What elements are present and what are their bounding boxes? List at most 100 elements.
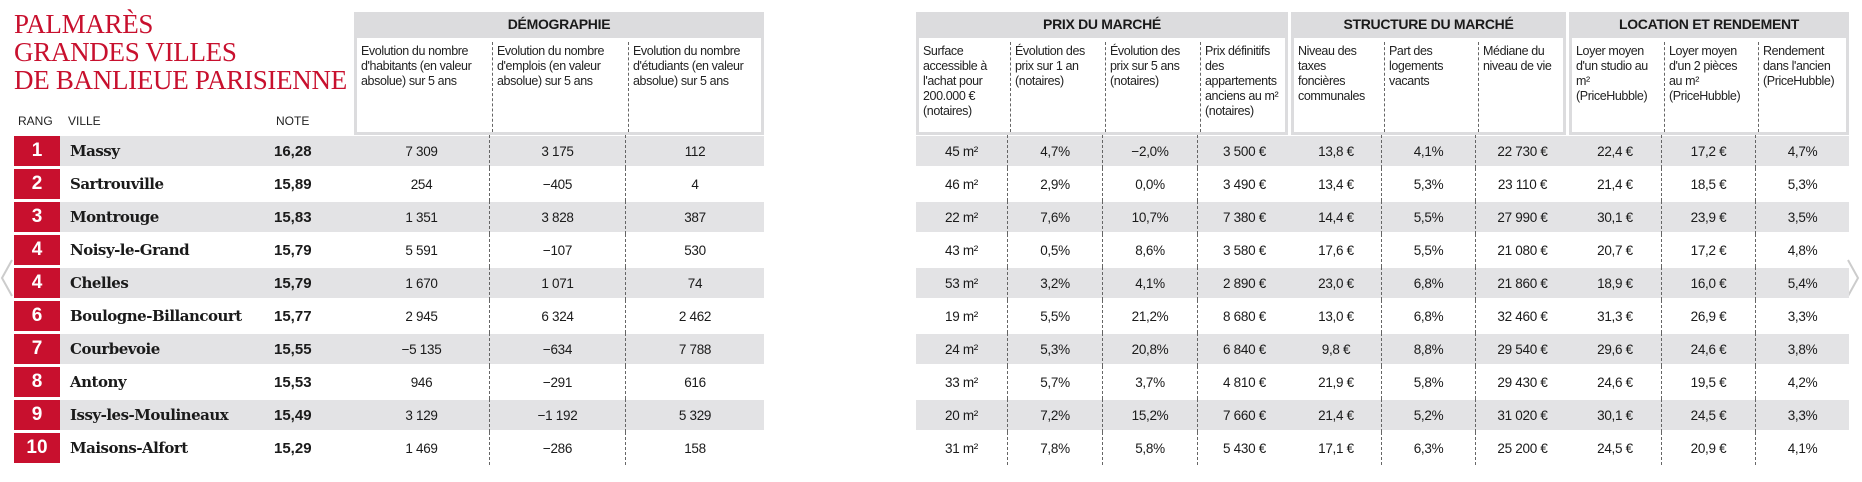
value-cell: 5,3% xyxy=(1007,333,1102,366)
value-cell: 8,6% xyxy=(1102,234,1197,267)
column-header: Evolution du nombre d'emplois (en valeur… xyxy=(492,42,622,132)
value-cell: 14,4 € xyxy=(1318,210,1354,225)
value-cell: 20 m² xyxy=(944,408,978,423)
value-cell: 43 m² xyxy=(944,243,978,258)
value-cell: 21,2% xyxy=(1102,300,1197,333)
value-cell: 6,8% xyxy=(1381,300,1475,333)
value-cell: 23,9 € xyxy=(1661,201,1755,234)
value-cell: 0,0% xyxy=(1102,168,1197,201)
value-cell: 5,5% xyxy=(1381,201,1475,234)
value-cell: 5,8% xyxy=(1381,366,1475,399)
value-cell: 5,3% xyxy=(1755,168,1849,201)
value-cell: 5,2% xyxy=(1381,399,1475,432)
column-header: Loyer moyen d'un 2 pièces au m² (PriceHu… xyxy=(1664,42,1752,132)
city-name: Noisy-le-Grand xyxy=(70,241,190,259)
value-cell: 1 351 xyxy=(405,210,438,225)
value-cell: 946 xyxy=(410,375,433,390)
score: 15,77 xyxy=(274,307,312,325)
score: 15,29 xyxy=(274,439,312,457)
value-cell: 112 xyxy=(625,135,764,168)
city-name: Massy xyxy=(70,142,120,160)
value-cell: 3,5% xyxy=(1755,201,1849,234)
carousel-next[interactable] xyxy=(1846,258,1860,298)
value-cell: 5 430 € xyxy=(1197,432,1291,465)
value-cell: 158 xyxy=(625,432,764,465)
value-cell: 387 xyxy=(625,201,764,234)
value-cell: 24,5 € xyxy=(1597,441,1633,456)
column-header: Surface accessible à l'achat pour 200.00… xyxy=(923,44,987,118)
value-cell: 4,1% xyxy=(1102,267,1197,300)
value-cell: 17,2 € xyxy=(1661,135,1755,168)
value-cell: 3,7% xyxy=(1102,366,1197,399)
city-name: Maisons-Alfort xyxy=(70,439,188,457)
row-band xyxy=(14,334,764,364)
column-header: Evolution du nombre d'étudiants (en vale… xyxy=(628,42,761,132)
value-cell: 19 m² xyxy=(944,309,978,324)
value-cell: 23,0 € xyxy=(1318,276,1354,291)
value-cell: 24 m² xyxy=(944,342,978,357)
value-cell: −107 xyxy=(489,234,625,267)
value-cell: 21,4 € xyxy=(1318,408,1354,423)
row-band xyxy=(916,136,1849,166)
value-cell: 22 m² xyxy=(944,210,978,225)
value-cell: 6 324 xyxy=(489,300,625,333)
rank-badge: 3 xyxy=(14,202,60,232)
value-cell: 22 730 € xyxy=(1475,135,1569,168)
value-cell: 31 020 € xyxy=(1475,399,1569,432)
value-cell: 2,9% xyxy=(1007,168,1102,201)
value-cell: 20,7 € xyxy=(1597,243,1633,258)
value-cell: 5,7% xyxy=(1007,366,1102,399)
city-name: Chelles xyxy=(70,274,129,292)
value-cell: 2 890 € xyxy=(1197,267,1291,300)
value-cell: 19,5 € xyxy=(1661,366,1755,399)
value-cell: 3,8% xyxy=(1755,333,1849,366)
value-cell: 3 500 € xyxy=(1197,135,1291,168)
group-title: LOCATION ET RENDEMENT xyxy=(1569,12,1849,38)
score: 15,79 xyxy=(274,241,312,259)
score: 15,53 xyxy=(274,373,312,391)
score: 15,49 xyxy=(274,406,312,424)
value-cell: 3 175 xyxy=(489,135,625,168)
row-band xyxy=(14,136,764,166)
title-line: GRANDES VILLES xyxy=(14,37,237,67)
value-cell: 32 460 € xyxy=(1475,300,1569,333)
value-cell: 8 680 € xyxy=(1197,300,1291,333)
value-cell: 616 xyxy=(625,366,764,399)
value-cell: −291 xyxy=(489,366,625,399)
value-cell: 1 071 xyxy=(489,267,625,300)
value-cell: 18,5 € xyxy=(1661,168,1755,201)
carousel-prev[interactable] xyxy=(0,258,14,298)
rank-badge: 8 xyxy=(14,367,60,397)
row-band xyxy=(916,400,1849,430)
value-cell: 5 591 xyxy=(405,243,438,258)
column-header: Évolution des prix sur 1 an (notaires) xyxy=(1010,42,1099,132)
value-cell: 7,2% xyxy=(1007,399,1102,432)
score: 15,55 xyxy=(274,340,312,358)
value-cell: 29 540 € xyxy=(1475,333,1569,366)
value-cell: 74 xyxy=(625,267,764,300)
rank-badge: 9 xyxy=(14,400,60,430)
rank-badge: 10 xyxy=(14,433,60,463)
value-cell: 7 309 xyxy=(405,144,438,159)
value-cell: 21 080 € xyxy=(1475,234,1569,267)
value-cell: 5,5% xyxy=(1007,300,1102,333)
title-line: PALMARÈS xyxy=(14,9,154,39)
value-cell: 3,3% xyxy=(1755,300,1849,333)
value-cell: 17,1 € xyxy=(1318,441,1354,456)
column-header: Evolution du nombre d'habitants (en vale… xyxy=(361,44,472,88)
group-frame xyxy=(1291,38,1566,135)
value-cell: 5,4% xyxy=(1755,267,1849,300)
value-cell: 0,5% xyxy=(1007,234,1102,267)
value-cell: 530 xyxy=(625,234,764,267)
value-cell: 4,7% xyxy=(1007,135,1102,168)
value-cell: 4 xyxy=(625,168,764,201)
value-cell: 7 660 € xyxy=(1197,399,1291,432)
value-cell: 6,8% xyxy=(1381,267,1475,300)
value-cell: 4 810 € xyxy=(1197,366,1291,399)
value-cell: 5,8% xyxy=(1102,432,1197,465)
value-cell: 21,9 € xyxy=(1318,375,1354,390)
value-cell: 46 m² xyxy=(944,177,978,192)
value-cell: 3,2% xyxy=(1007,267,1102,300)
title-line: DE BANLIEUE PARISIENNE xyxy=(14,65,347,95)
group-frame xyxy=(916,38,1288,135)
